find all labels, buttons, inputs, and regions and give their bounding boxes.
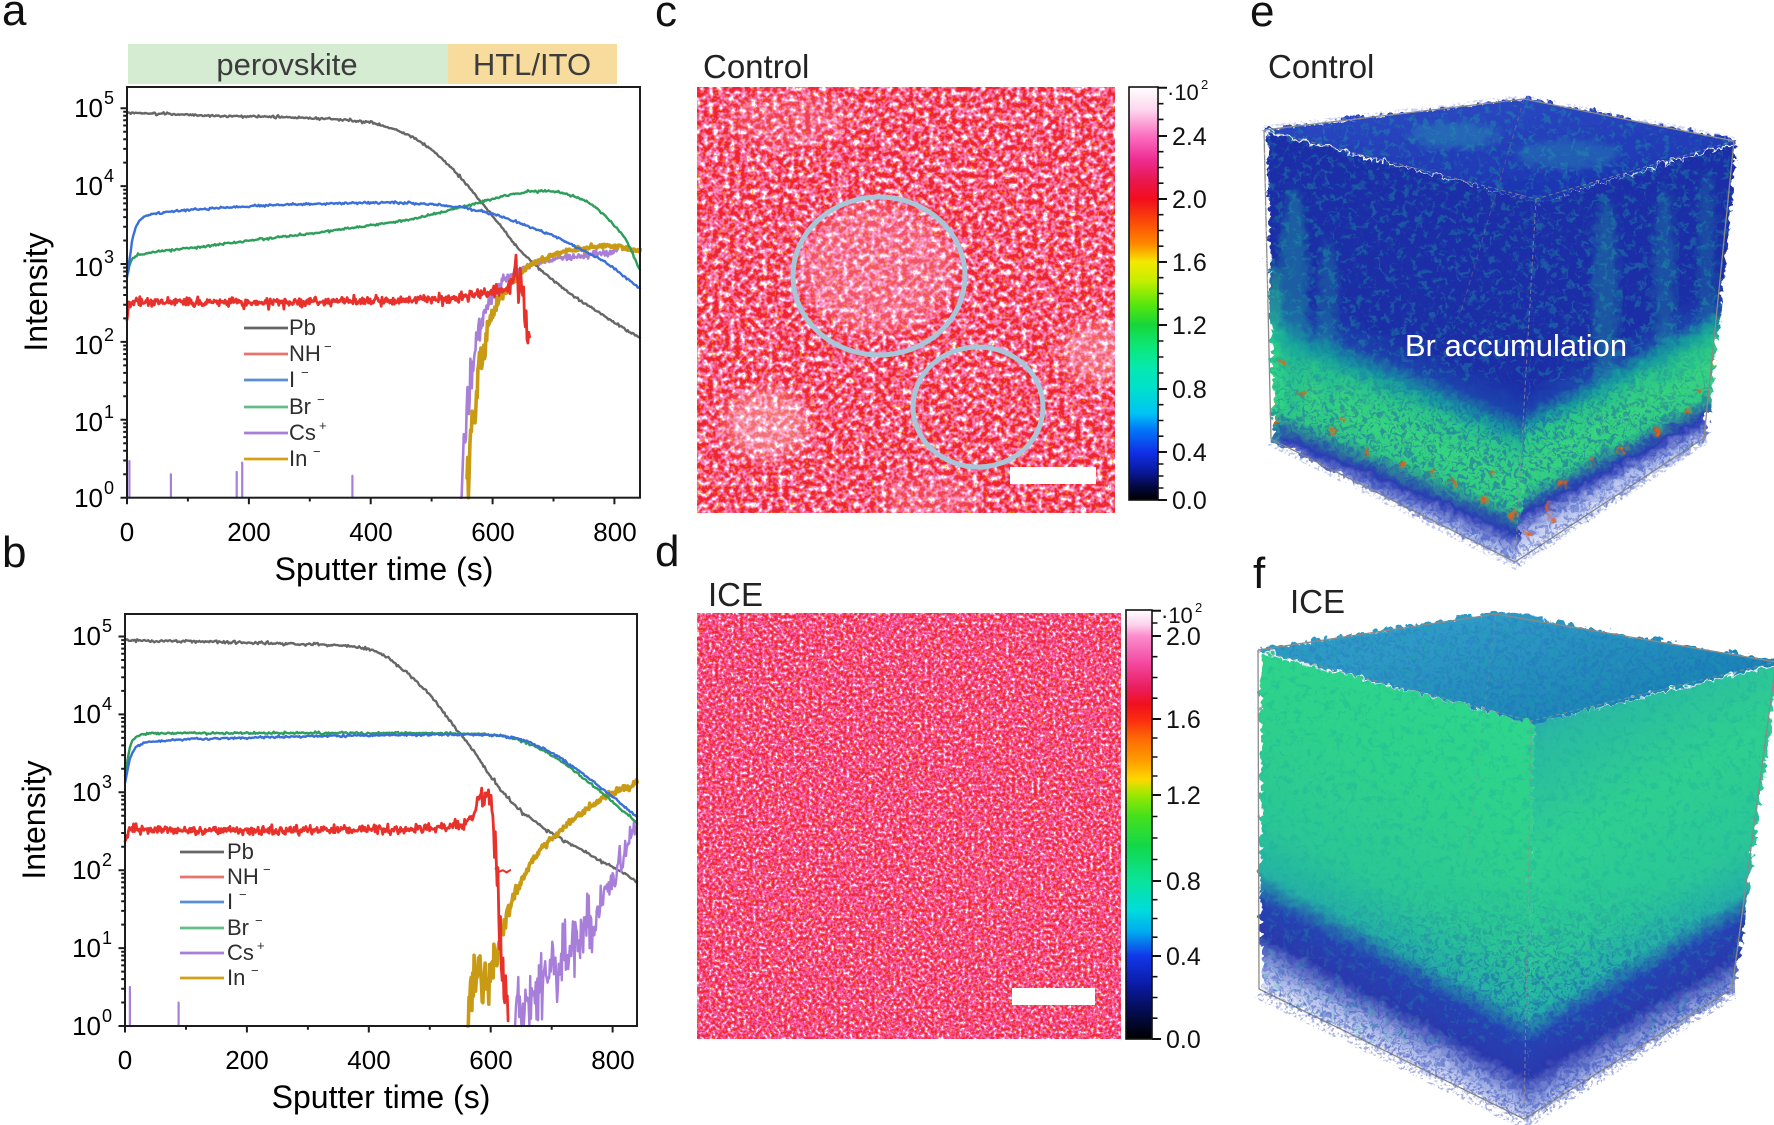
svg-text:1.2: 1.2 bbox=[1166, 782, 1201, 810]
svg-text:ICE: ICE bbox=[708, 576, 763, 613]
svg-text:Pb: Pb bbox=[289, 315, 316, 340]
svg-text:NH: NH bbox=[289, 341, 321, 366]
svg-text:400: 400 bbox=[349, 517, 392, 547]
svg-text:1.2: 1.2 bbox=[1172, 312, 1207, 340]
svg-text:0.8: 0.8 bbox=[1166, 868, 1201, 896]
svg-text:−: − bbox=[301, 365, 309, 380]
svg-text:0.4: 0.4 bbox=[1172, 439, 1207, 467]
svg-text:Br: Br bbox=[227, 915, 249, 940]
svg-text:0: 0 bbox=[104, 478, 114, 498]
svg-text:10: 10 bbox=[72, 699, 101, 729]
svg-text:1.6: 1.6 bbox=[1172, 249, 1207, 277]
svg-text:−: − bbox=[317, 392, 325, 407]
svg-text:10: 10 bbox=[74, 483, 103, 513]
svg-text:·10: ·10 bbox=[1167, 80, 1199, 105]
svg-text:5: 5 bbox=[102, 616, 112, 636]
svg-text:Cs: Cs bbox=[289, 420, 316, 445]
svg-text:10: 10 bbox=[74, 171, 103, 201]
svg-text:Control: Control bbox=[703, 48, 809, 85]
svg-text:4: 4 bbox=[102, 694, 112, 714]
svg-text:10: 10 bbox=[72, 933, 101, 963]
svg-text:−: − bbox=[251, 963, 259, 978]
svg-text:perovskite: perovskite bbox=[216, 47, 357, 82]
svg-text:I: I bbox=[289, 367, 295, 392]
svg-text:Cs: Cs bbox=[227, 940, 254, 965]
svg-text:10: 10 bbox=[74, 252, 103, 282]
svg-text:200: 200 bbox=[225, 1045, 268, 1075]
svg-text:f: f bbox=[1253, 549, 1266, 598]
svg-text:e: e bbox=[1250, 0, 1274, 36]
svg-text:3: 3 bbox=[102, 772, 112, 792]
svg-text:Control: Control bbox=[1268, 48, 1374, 85]
svg-text:2.0: 2.0 bbox=[1166, 623, 1201, 651]
svg-text:2.0: 2.0 bbox=[1172, 186, 1207, 214]
svg-text:0.0: 0.0 bbox=[1172, 487, 1207, 515]
svg-text:10: 10 bbox=[72, 855, 101, 885]
svg-text:5: 5 bbox=[104, 88, 114, 108]
svg-text:−: − bbox=[255, 913, 263, 928]
svg-text:10: 10 bbox=[72, 777, 101, 807]
svg-text:c: c bbox=[655, 0, 677, 36]
svg-text:+: + bbox=[319, 418, 327, 433]
svg-text:·10: ·10 bbox=[1161, 603, 1193, 628]
svg-text:1.6: 1.6 bbox=[1166, 706, 1201, 734]
svg-text:200: 200 bbox=[227, 517, 270, 547]
svg-text:2.4: 2.4 bbox=[1172, 123, 1207, 151]
svg-text:−: − bbox=[263, 862, 271, 877]
svg-text:d: d bbox=[655, 527, 679, 576]
svg-text:0: 0 bbox=[120, 517, 134, 547]
svg-text:10: 10 bbox=[72, 1011, 101, 1041]
svg-text:Br accumulation: Br accumulation bbox=[1405, 328, 1627, 363]
svg-text:0: 0 bbox=[102, 1006, 112, 1026]
svg-text:2: 2 bbox=[1201, 77, 1208, 92]
svg-text:10: 10 bbox=[72, 621, 101, 651]
svg-text:2: 2 bbox=[102, 850, 112, 870]
svg-text:1: 1 bbox=[104, 402, 114, 422]
svg-text:NH: NH bbox=[227, 864, 259, 889]
svg-text:−: − bbox=[324, 339, 332, 354]
svg-text:10: 10 bbox=[74, 330, 103, 360]
svg-text:0: 0 bbox=[118, 1045, 132, 1075]
svg-text:2: 2 bbox=[104, 325, 114, 345]
svg-text:+: + bbox=[257, 938, 265, 953]
svg-text:Pb: Pb bbox=[227, 839, 254, 864]
svg-text:0.0: 0.0 bbox=[1166, 1026, 1201, 1054]
svg-text:800: 800 bbox=[593, 517, 636, 547]
svg-text:Intensity: Intensity bbox=[16, 760, 52, 879]
svg-text:−: − bbox=[313, 444, 321, 459]
svg-text:ICE: ICE bbox=[1290, 583, 1345, 620]
svg-text:HTL/ITO: HTL/ITO bbox=[473, 47, 591, 82]
svg-text:0.4: 0.4 bbox=[1166, 943, 1201, 971]
svg-text:−: − bbox=[239, 887, 247, 902]
svg-text:a: a bbox=[2, 0, 27, 35]
svg-text:Sputter time (s): Sputter time (s) bbox=[275, 551, 494, 587]
svg-text:10: 10 bbox=[74, 93, 103, 123]
svg-text:4: 4 bbox=[104, 166, 114, 186]
svg-text:In: In bbox=[227, 965, 245, 990]
svg-text:3: 3 bbox=[104, 247, 114, 267]
svg-text:2: 2 bbox=[1195, 600, 1202, 615]
svg-text:600: 600 bbox=[471, 517, 514, 547]
svg-text:b: b bbox=[2, 528, 26, 577]
svg-text:I: I bbox=[227, 889, 233, 914]
svg-text:1: 1 bbox=[102, 928, 112, 948]
svg-text:Intensity: Intensity bbox=[18, 232, 54, 351]
svg-text:400: 400 bbox=[347, 1045, 390, 1075]
svg-text:10: 10 bbox=[74, 407, 103, 437]
svg-text:800: 800 bbox=[591, 1045, 634, 1075]
svg-text:600: 600 bbox=[469, 1045, 512, 1075]
svg-text:In: In bbox=[289, 446, 307, 471]
svg-text:0.8: 0.8 bbox=[1172, 376, 1207, 404]
svg-text:Br: Br bbox=[289, 394, 311, 419]
svg-text:Sputter time (s): Sputter time (s) bbox=[272, 1079, 491, 1115]
